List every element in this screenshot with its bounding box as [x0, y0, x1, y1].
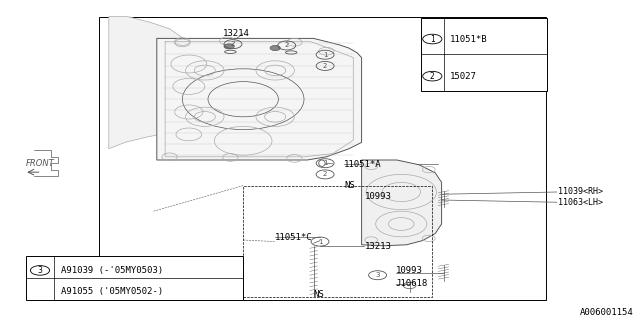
Circle shape — [224, 44, 234, 49]
Text: NS: NS — [314, 290, 324, 299]
Text: 3: 3 — [375, 272, 380, 278]
Polygon shape — [362, 160, 442, 246]
Text: 1: 1 — [323, 52, 328, 58]
Text: 11051*B: 11051*B — [450, 35, 488, 44]
Bar — [26, 256, 243, 300]
Text: 11039<RH>: 11039<RH> — [558, 188, 603, 196]
Text: 1: 1 — [317, 239, 323, 244]
Circle shape — [270, 45, 280, 51]
Text: 10993: 10993 — [365, 192, 392, 201]
Text: NS: NS — [344, 181, 355, 190]
Text: 1: 1 — [323, 160, 328, 166]
Text: J10618: J10618 — [396, 279, 428, 288]
Text: 15027: 15027 — [450, 72, 477, 81]
Text: 11051*C: 11051*C — [275, 233, 313, 242]
Text: A91039 (-'05MY0503): A91039 (-'05MY0503) — [61, 266, 163, 275]
Text: FRONT: FRONT — [26, 159, 54, 168]
Text: 3: 3 — [38, 266, 42, 275]
Text: 2: 2 — [231, 41, 235, 47]
Text: 11063<LH>: 11063<LH> — [558, 198, 603, 207]
Text: A91055 ('05MY0502-): A91055 ('05MY0502-) — [61, 287, 163, 296]
Bar — [243, 186, 432, 297]
Bar — [99, 17, 546, 300]
Text: 2: 2 — [323, 63, 327, 69]
Text: 2: 2 — [323, 172, 327, 177]
Text: 11051*A: 11051*A — [344, 160, 382, 169]
Text: 2: 2 — [285, 43, 289, 48]
Polygon shape — [157, 38, 362, 160]
Text: 1: 1 — [430, 35, 435, 44]
Text: 2: 2 — [430, 72, 435, 81]
Text: 13213: 13213 — [365, 242, 392, 251]
Text: 10993: 10993 — [396, 266, 422, 275]
Text: 13214: 13214 — [223, 29, 250, 38]
Bar — [421, 18, 547, 91]
Text: A006001154: A006001154 — [580, 308, 634, 317]
Polygon shape — [109, 17, 269, 149]
